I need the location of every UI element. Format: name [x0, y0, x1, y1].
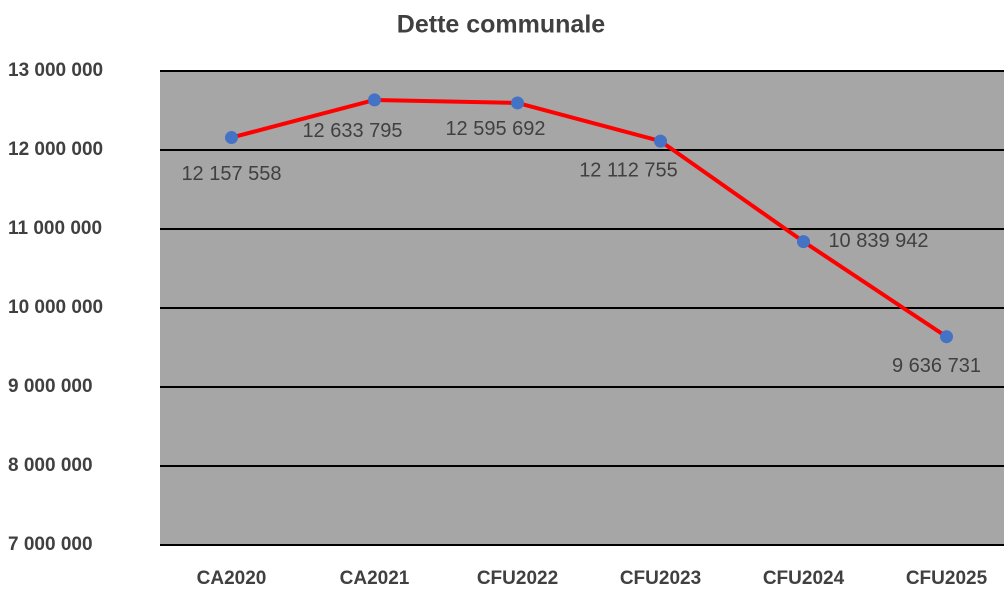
x-tick-label: CFU2025: [906, 568, 988, 589]
data-label: 12 595 692: [445, 118, 545, 140]
x-tick-label: CFU2023: [620, 568, 701, 589]
data-label: 12 157 558: [181, 163, 281, 185]
marker: [368, 93, 381, 107]
y-tick-label: 7 000 000: [8, 534, 93, 555]
marker: [654, 134, 667, 148]
x-tick-label: CA2020: [197, 568, 267, 589]
marker: [225, 131, 238, 145]
data-label: 12 633 795: [302, 120, 402, 142]
y-tick-label: 9 000 000: [8, 376, 93, 397]
y-tick-label: 13 000 000: [8, 60, 103, 81]
line: [230, 97, 948, 339]
y-tick-label: 10 000 000: [8, 297, 103, 318]
data-label: 12 112 755: [579, 159, 678, 181]
marker: [511, 96, 524, 110]
marker: [940, 330, 953, 344]
chart-title: Dette communale: [397, 11, 605, 39]
marker: [797, 235, 810, 249]
data-label: 9 636 731: [892, 355, 981, 377]
x-tick-label: CFU2024: [763, 568, 845, 589]
y-tick-label: 12 000 000: [8, 139, 103, 160]
data-label: 10 839 942: [828, 230, 928, 252]
y-tick-label: 8 000 000: [8, 455, 93, 476]
x-tick-label: CFU2022: [477, 568, 558, 589]
y-tick-label: 11 000 000: [8, 218, 102, 239]
x-tick-label: CA2021: [340, 568, 410, 589]
